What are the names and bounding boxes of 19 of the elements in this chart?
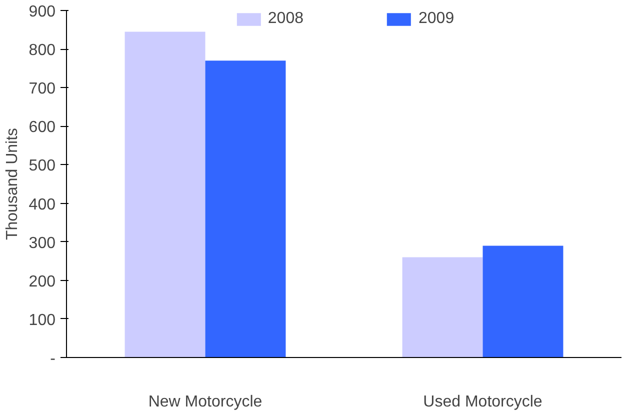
y-tick-label: 600 (28, 119, 56, 136)
y-tick-label: 700 (28, 80, 56, 98)
legend-label: 2009 (418, 10, 454, 28)
y-tick-label: 400 (28, 196, 56, 214)
y-tick-label: 800 (28, 42, 56, 60)
x-tick-label: New Motorcycle (148, 394, 262, 410)
y-tick-label: 300 (28, 234, 56, 252)
bar (124, 32, 206, 358)
x-tick-label: Used Motorcycle (423, 394, 542, 410)
y-tick-label: 100 (28, 312, 56, 329)
y-tick-label: - (50, 350, 56, 368)
bar (205, 60, 286, 358)
y-axis-title: Thousand Units (4, 128, 21, 240)
y-tick-label: 200 (28, 273, 56, 290)
y-tick-label: 900 (28, 4, 56, 20)
legend-label: 2008 (268, 10, 304, 28)
y-tick-label: 500 (28, 158, 56, 175)
bar (402, 257, 483, 358)
bar (482, 246, 564, 358)
